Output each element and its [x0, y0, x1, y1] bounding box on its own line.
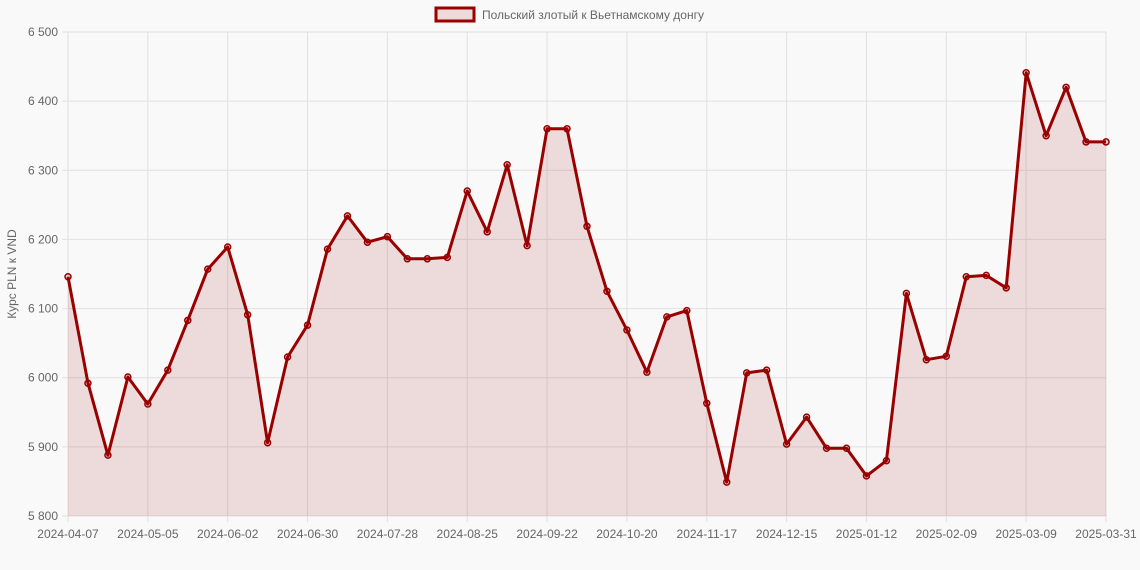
data-point [1002, 284, 1010, 292]
data-point [283, 353, 292, 361]
y-axis-ticks: 5 800 5 900 6 000 6 100 6 200 6 300 6 400 6 500 [28, 25, 58, 523]
x-tick-label: 2024-06-02 [197, 527, 259, 541]
data-point [842, 444, 851, 452]
data-point [124, 373, 132, 381]
x-tick-label: 2024-09-22 [516, 527, 578, 541]
data-point [243, 311, 252, 319]
data-point [982, 271, 990, 280]
data-point [603, 287, 611, 296]
data-point [223, 243, 232, 251]
data-point [383, 232, 392, 241]
data-point [782, 440, 791, 448]
x-tick-label: 2024-05-05 [117, 527, 179, 541]
data-point [802, 413, 811, 421]
x-tick-label: 2025-01-12 [836, 527, 898, 541]
data-point [144, 400, 152, 408]
data-point [303, 321, 312, 329]
data-point [862, 472, 871, 480]
data-point [1082, 138, 1090, 146]
data-point [203, 265, 212, 273]
x-tick-label: 2024-11-17 [677, 527, 738, 541]
data-point [703, 399, 711, 408]
series-area-fill [68, 72, 1106, 517]
data-point [104, 451, 112, 459]
data-point [483, 228, 491, 236]
x-tick-label: 2024-04-07 [37, 527, 99, 541]
data-point [822, 444, 831, 452]
data-point [64, 273, 72, 281]
data-point [623, 326, 631, 334]
x-tick-label: 2024-08-25 [437, 527, 499, 541]
data-point [1022, 69, 1030, 77]
x-tick-label: 2025-02-09 [916, 527, 978, 541]
y-tick-label: 6 400 [28, 94, 58, 108]
y-tick-label: 6 100 [28, 302, 58, 316]
data-point [403, 255, 412, 263]
data-point [443, 253, 452, 262]
data-point [942, 352, 951, 361]
y-tick-label: 6 500 [28, 25, 58, 39]
data-point [762, 366, 771, 374]
data-point [583, 222, 591, 231]
x-tick-label: 2024-07-28 [357, 527, 419, 541]
x-axis-ticks: 2024-04-07 2024-05-05 2024-06-02 2024-06-30… [37, 527, 1137, 541]
y-tick-label: 6 300 [28, 163, 58, 177]
data-point [263, 438, 272, 447]
data-point [363, 238, 372, 246]
data-point [523, 241, 531, 250]
data-point [742, 369, 751, 377]
data-point [184, 316, 192, 325]
x-tick-label: 2025-03-09 [995, 527, 1057, 541]
data-point [84, 379, 92, 387]
data-point [503, 161, 511, 169]
series-line [66, 71, 1106, 484]
data-point [922, 355, 931, 364]
data-point [343, 212, 352, 220]
y-tick-label: 6 200 [28, 232, 58, 246]
data-point [543, 125, 551, 133]
x-tick-label: 2025-03-31 [1075, 527, 1137, 541]
legend-swatch [434, 6, 476, 23]
y-axis-label: Курс PLN к VND [5, 229, 19, 319]
data-point [1062, 83, 1070, 92]
series-points [64, 69, 1110, 486]
grid [62, 31, 1107, 522]
data-point [683, 306, 691, 315]
data-point [1102, 138, 1110, 146]
legend[interactable]: Польский злотый к Вьетнамскому донгу [434, 6, 704, 23]
data-point [423, 255, 432, 263]
data-point [563, 125, 571, 133]
data-point [882, 456, 891, 465]
y-tick-label: 5 800 [28, 509, 58, 523]
data-point [643, 368, 651, 376]
data-point [722, 478, 731, 486]
y-tick-label: 5 900 [28, 440, 58, 454]
x-tick-label: 2024-06-30 [277, 527, 339, 541]
legend-label: Польский злотый к Вьетнамскому донгу [482, 8, 704, 22]
data-point [164, 366, 172, 374]
data-point [962, 273, 971, 281]
x-tick-label: 2024-10-20 [596, 527, 658, 541]
x-tick-label: 2024-12-15 [756, 527, 818, 541]
data-point [902, 289, 911, 298]
data-point [663, 313, 671, 321]
data-point [323, 245, 332, 253]
data-point [463, 187, 471, 195]
y-tick-label: 6 000 [28, 371, 58, 385]
data-point [1042, 131, 1050, 140]
